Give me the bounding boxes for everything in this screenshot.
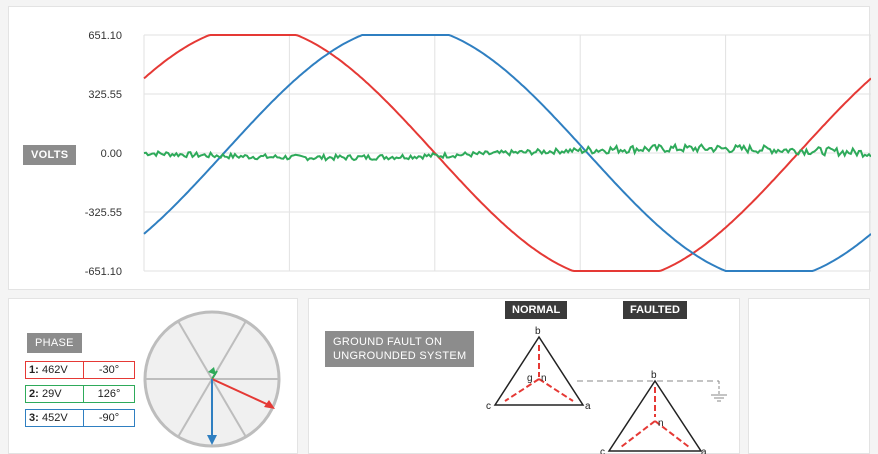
phase-2-magnitude: 29V (38, 386, 84, 402)
phasor-diagram-icon (143, 310, 281, 448)
volts-label: VOLTS (23, 145, 77, 165)
phase-1-index: 1: (29, 364, 39, 376)
phase-3-index: 3: (29, 412, 39, 424)
phase-2-angle: 126° (97, 388, 121, 400)
faulted-label: FAULTED (623, 301, 687, 319)
y-tick-label: 0.00 (101, 148, 122, 160)
ground-fault-label: GROUND FAULT ON UNGROUNDED SYSTEM (325, 331, 475, 367)
faulted-node-c: c (600, 447, 605, 454)
waveform-chart: 651.10 325.55 0.00 -325.55 -651.10 (85, 30, 871, 278)
ground-fault-label-line2: UNGROUNDED SYSTEM (333, 350, 467, 362)
normal-node-a: a (585, 401, 591, 412)
faulted-node-n: n (658, 418, 664, 429)
phase-1-waveform (143, 34, 871, 272)
faulted-node-b: b (651, 370, 657, 381)
normal-label: NORMAL (505, 301, 568, 319)
faulted-node-a: a (701, 447, 707, 454)
waveform-series (143, 34, 871, 272)
phase-1-angle: -30° (98, 364, 120, 376)
waveform-panel: VOLTS 651.10 325.55 0.00 -325.55 -651.10 (8, 6, 871, 290)
y-tick-label: -325.55 (85, 207, 122, 219)
normal-node-g: g (527, 373, 533, 384)
normal-node-n: n (541, 373, 547, 384)
y-tick-label: -651.10 (85, 266, 122, 278)
ground-fault-panel: GROUND FAULT ON UNGROUNDED SYSTEM NORMAL… (308, 298, 740, 454)
fault-diagram: b c a n g b c a n (486, 326, 727, 454)
phase-2-index: 2: (29, 388, 39, 400)
y-tick-label: 651.10 (88, 30, 122, 42)
ground-symbol-icon (711, 394, 727, 402)
phase-1-magnitude: 462V (38, 362, 84, 378)
ground-fault-label-line1: GROUND FAULT ON (333, 336, 443, 348)
empty-panel (748, 298, 870, 454)
normal-node-c: c (486, 401, 491, 412)
normal-triangle-diagram: b c a n g (486, 326, 591, 412)
phase-2-readout: 2: 29V 126° (25, 385, 135, 403)
phase-panel: PHASE 1: 462V -30° 2: 29V 126° 3: 452V -… (8, 298, 298, 454)
phase-3-waveform (143, 34, 871, 272)
y-axis-ticks: 651.10 325.55 0.00 -325.55 -651.10 (85, 30, 122, 278)
y-tick-label: 325.55 (88, 89, 122, 101)
phase-3-readout: 3: 452V -90° (25, 409, 135, 427)
faulted-triangle-diagram: b c a n (600, 370, 707, 454)
phase-3-angle: -90° (98, 412, 120, 424)
phase-3-magnitude: 452V (38, 410, 84, 426)
phase-label: PHASE (27, 333, 82, 353)
phase-2-waveform (143, 142, 871, 162)
normal-node-b: b (535, 326, 541, 337)
phase-1-readout: 1: 462V -30° (25, 361, 135, 379)
